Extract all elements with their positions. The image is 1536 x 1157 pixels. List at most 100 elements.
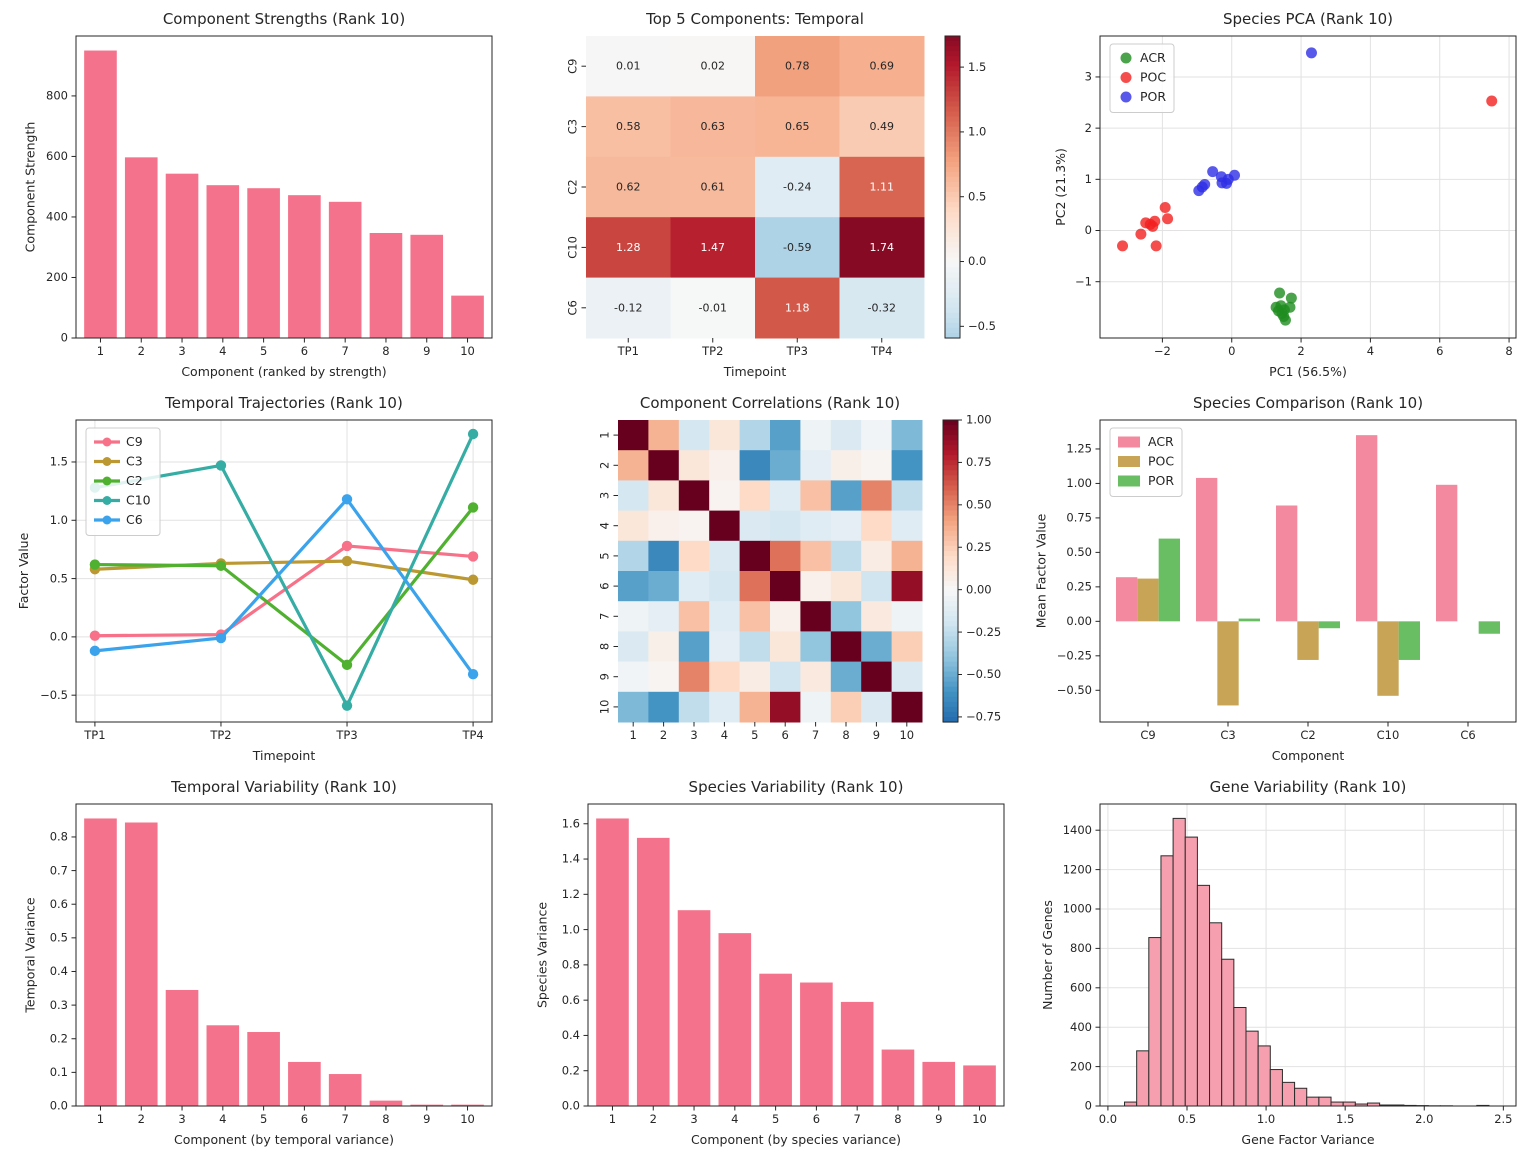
colorbar-segment (943, 465, 958, 471)
y-tick-label: 1400 (1063, 823, 1092, 837)
bar (84, 51, 117, 338)
colorbar-segment (945, 318, 960, 324)
x-tick-label: 1 (97, 344, 104, 358)
scatter-point-POC (1486, 96, 1497, 107)
heatmap-cell (679, 420, 710, 451)
data-point (90, 646, 100, 656)
col-label: 9 (873, 728, 880, 742)
bar-POR (1239, 619, 1260, 622)
y-tick-label: 0.3 (50, 998, 68, 1012)
colorbar-segment (945, 273, 960, 279)
x-tick-label: TP1 (83, 728, 105, 742)
heatmap-cell (740, 601, 771, 632)
y-axis-label: Factor Value (16, 532, 31, 609)
data-point (468, 669, 478, 679)
col-label: 7 (812, 728, 819, 742)
heatmap-cell (861, 541, 892, 572)
heatmap-cell (740, 631, 771, 662)
x-axis-label: PC1 (56.5%) (1269, 364, 1347, 379)
colorbar-segment (943, 631, 958, 637)
colorbar-segment (943, 641, 958, 647)
y-tick-label: 400 (46, 210, 68, 224)
chart-title: Species Comparison (Rank 10) (1193, 394, 1423, 412)
colorbar-segment (943, 546, 958, 552)
x-tick-label: TP4 (461, 728, 483, 742)
colorbar-segment (945, 202, 960, 208)
colorbar-segment (943, 425, 958, 431)
hist-bar (1222, 959, 1234, 1106)
x-tick-label: 4 (219, 1112, 226, 1126)
x-tick-label: 10 (972, 1112, 987, 1126)
heatmap-cell (709, 692, 740, 723)
legend-label: C3 (126, 454, 143, 469)
bar (288, 1062, 321, 1106)
x-tick-label: 3 (178, 1112, 185, 1126)
hist-bar (1246, 1031, 1258, 1106)
chart-title: Top 5 Components: Temporal (645, 10, 864, 28)
heatmap-cell (892, 420, 923, 451)
colorbar-segment (945, 117, 960, 123)
heatmap-cell (861, 662, 892, 693)
x-tick-label: 7 (342, 1112, 349, 1126)
legend-label: POC (1148, 454, 1174, 469)
scatter-point-ACR (1280, 315, 1291, 326)
heatmap-cell (679, 571, 710, 602)
y-tick-label: 0.7 (50, 863, 68, 877)
heatmap-cell (679, 601, 710, 632)
colorbar-segment (943, 667, 958, 673)
chart-title: Species PCA (Rank 10) (1223, 10, 1393, 28)
heatmap-cell (679, 692, 710, 723)
colorbar-segment (945, 162, 960, 168)
heatmap-cell (892, 631, 923, 662)
x-tick-label: 9 (423, 344, 430, 358)
colorbar-segment (943, 652, 958, 658)
colorbar-segment (943, 692, 958, 698)
colorbar-segment (945, 51, 960, 57)
hist-bar (1173, 818, 1185, 1106)
cell-annotation: 0.63 (701, 120, 726, 133)
colorbar-tick-label: −0.50 (966, 667, 1001, 681)
colorbar-segment (945, 192, 960, 198)
y-axis-label: Component Strength (23, 122, 38, 253)
y-tick-label: 0.0 (562, 1099, 580, 1113)
data-point (216, 633, 226, 643)
colorbar-segment (943, 662, 958, 668)
bar (207, 1025, 240, 1106)
cell-annotation: 0.69 (870, 60, 895, 73)
col-label: 5 (751, 728, 758, 742)
y-tick-label: 600 (46, 149, 68, 163)
x-tick-label: 4 (219, 344, 226, 358)
colorbar-segment (943, 581, 958, 587)
heatmap-cell (892, 541, 923, 572)
cell-annotation: -0.01 (699, 301, 727, 314)
y-tick-label: 0.4 (50, 964, 68, 978)
bar-POC (1217, 621, 1238, 705)
y-tick-label: −0.50 (1057, 683, 1092, 697)
x-tick-label: 10 (460, 1112, 475, 1126)
hist-bar (1270, 1070, 1282, 1106)
data-point (216, 460, 226, 470)
colorbar-segment (943, 430, 958, 436)
y-tick-label: 0.2 (562, 1063, 580, 1077)
colorbar-segment (943, 611, 958, 617)
heatmap-cell (770, 601, 801, 632)
colorbar-segment (945, 283, 960, 289)
heatmap-cell (800, 420, 831, 451)
heatmap-cell (861, 692, 892, 723)
colorbar-segment (945, 293, 960, 299)
colorbar-segment (945, 86, 960, 92)
data-point (216, 561, 226, 571)
y-tick-label: 0 (1085, 223, 1092, 237)
legend-marker (1121, 72, 1132, 83)
colorbar-segment (945, 298, 960, 304)
colorbar-segment (945, 157, 960, 163)
colorbar-segment (943, 566, 958, 572)
bar (166, 990, 199, 1106)
colorbar-segment (945, 61, 960, 67)
colorbar-segment (945, 313, 960, 319)
colorbar-tick-label: 1.00 (966, 413, 992, 427)
colorbar-segment (943, 561, 958, 567)
